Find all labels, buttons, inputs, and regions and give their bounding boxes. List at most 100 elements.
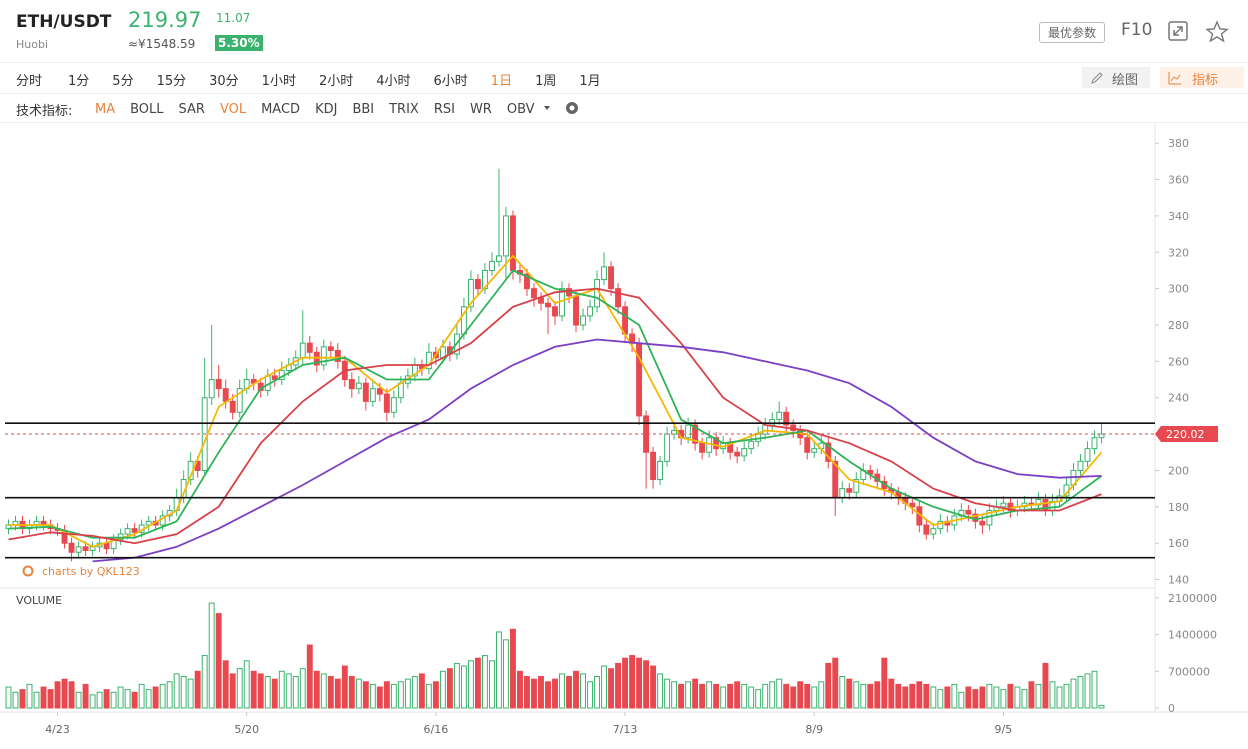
timeframe-tab[interactable]: 15分 [156, 74, 187, 89]
indicator-tab[interactable]: WR [469, 102, 492, 117]
y-tick-label: 240 [1168, 392, 1189, 405]
volume-bar [580, 673, 586, 709]
volume-bar [664, 678, 671, 709]
volume-bar [657, 673, 664, 709]
volume-bar [1035, 683, 1042, 709]
volume-bar [797, 681, 804, 709]
candle-body [657, 460, 664, 481]
volume-bar [1042, 662, 1049, 709]
indicator-label: 指标 [1192, 73, 1219, 88]
indicator-tab[interactable]: MA [95, 102, 116, 117]
indicator-tab[interactable]: BOLL [130, 102, 164, 117]
candle-body [923, 524, 930, 535]
volume-bar [524, 676, 530, 709]
draw-tool[interactable]: 绘图 [1082, 67, 1150, 88]
volume-bar [895, 683, 902, 709]
candle-body [804, 437, 811, 453]
volume-bar [629, 655, 636, 709]
volume-bar [446, 668, 453, 709]
volume-bar [979, 686, 986, 709]
candle-body [573, 295, 579, 326]
indicator-tab[interactable]: SAR [178, 102, 205, 117]
timeframe-tab[interactable]: 1日 [490, 74, 513, 89]
timeframe-tab[interactable]: 1小时 [261, 74, 296, 89]
timeframe-tab[interactable]: 分时 [16, 74, 43, 89]
settings-icon[interactable] [565, 102, 578, 114]
candle-body [699, 442, 706, 453]
timeframe-tab[interactable]: 5分 [112, 74, 134, 89]
candle-body [601, 266, 607, 281]
volume-bar [748, 686, 755, 709]
exchange: Huobi [16, 38, 49, 51]
candle-body [390, 397, 397, 413]
indicator-tab[interactable]: VOL [219, 102, 247, 117]
fullscreen-icon[interactable] [1168, 21, 1188, 41]
candle-body [650, 451, 657, 481]
volume-bar [930, 686, 937, 709]
volume-bar [517, 670, 523, 709]
indicator-tab[interactable]: BBI [352, 102, 375, 117]
timeframe-tab[interactable]: 1月 [579, 74, 601, 89]
volume-bar [790, 686, 797, 709]
volume-bar [986, 683, 993, 709]
volume-bar [68, 681, 75, 709]
y-tick-label: 200 [1168, 464, 1189, 477]
price: 219.97 [128, 8, 202, 32]
indicator-tab[interactable]: OBV [506, 102, 535, 117]
timeframe-tab[interactable]: 1周 [535, 74, 557, 89]
volume-bar [944, 686, 951, 709]
f10-button[interactable]: F10 [1121, 20, 1153, 40]
best-params-button[interactable]: 最优参数 [1039, 22, 1106, 43]
volume-bar [432, 681, 439, 709]
candle-body [299, 342, 306, 359]
volume-bar [348, 676, 355, 709]
volume-bar [96, 691, 103, 709]
volume-bar [531, 678, 537, 709]
candle-body [587, 306, 593, 317]
dropdown-caret[interactable] [543, 106, 550, 110]
volume-bar [1014, 686, 1021, 709]
volume-bar [825, 662, 832, 709]
y-tick-label: 320 [1168, 246, 1189, 259]
volume-bar [54, 681, 61, 709]
volume-tick-label: 2100000 [1168, 592, 1217, 605]
volume-bar [33, 691, 40, 709]
indicator-tool[interactable]: 指标 [1160, 67, 1244, 88]
candle-body [580, 315, 586, 326]
volume-bar [706, 681, 713, 709]
timeframe-tab[interactable]: 2小时 [318, 74, 354, 89]
volume-bar [61, 678, 68, 709]
volume-bar [250, 670, 257, 709]
timeframe-tab[interactable]: 6小时 [433, 74, 468, 89]
star-icon[interactable] [1205, 20, 1229, 43]
volume-bar [510, 628, 516, 709]
timeframe-tab[interactable]: 1分 [68, 74, 90, 89]
candle-body [909, 502, 916, 508]
candle-body [930, 528, 937, 535]
volume-bar [264, 676, 271, 709]
volume-bar [145, 689, 152, 709]
indicator-tab[interactable]: KDJ [315, 102, 338, 117]
volume-bar [685, 681, 692, 709]
timeframe-tab[interactable]: 30分 [209, 74, 239, 89]
watermark-logo [22, 565, 34, 577]
volume-bar [916, 681, 923, 709]
volume-bar [320, 673, 327, 709]
candle-body [229, 400, 236, 413]
candle-body [783, 411, 790, 426]
indicator-tab[interactable]: TRIX [389, 102, 419, 117]
indicator-tab[interactable]: RSI [433, 102, 455, 117]
volume-bar [692, 678, 699, 709]
volume-bar [474, 657, 481, 709]
indicator-tab[interactable]: MACD [261, 102, 301, 117]
timeframe-tab[interactable]: 4小时 [376, 74, 411, 89]
draw-label: 绘图 [1112, 73, 1139, 88]
divider [0, 62, 1248, 63]
volume-bar [397, 681, 404, 709]
indicator-label: 技术指标: [16, 104, 73, 119]
volume-bar [215, 613, 222, 709]
candle-body [622, 306, 629, 335]
volume-bar [467, 660, 474, 709]
volume-bar [229, 673, 236, 709]
volume-bar [285, 673, 292, 709]
